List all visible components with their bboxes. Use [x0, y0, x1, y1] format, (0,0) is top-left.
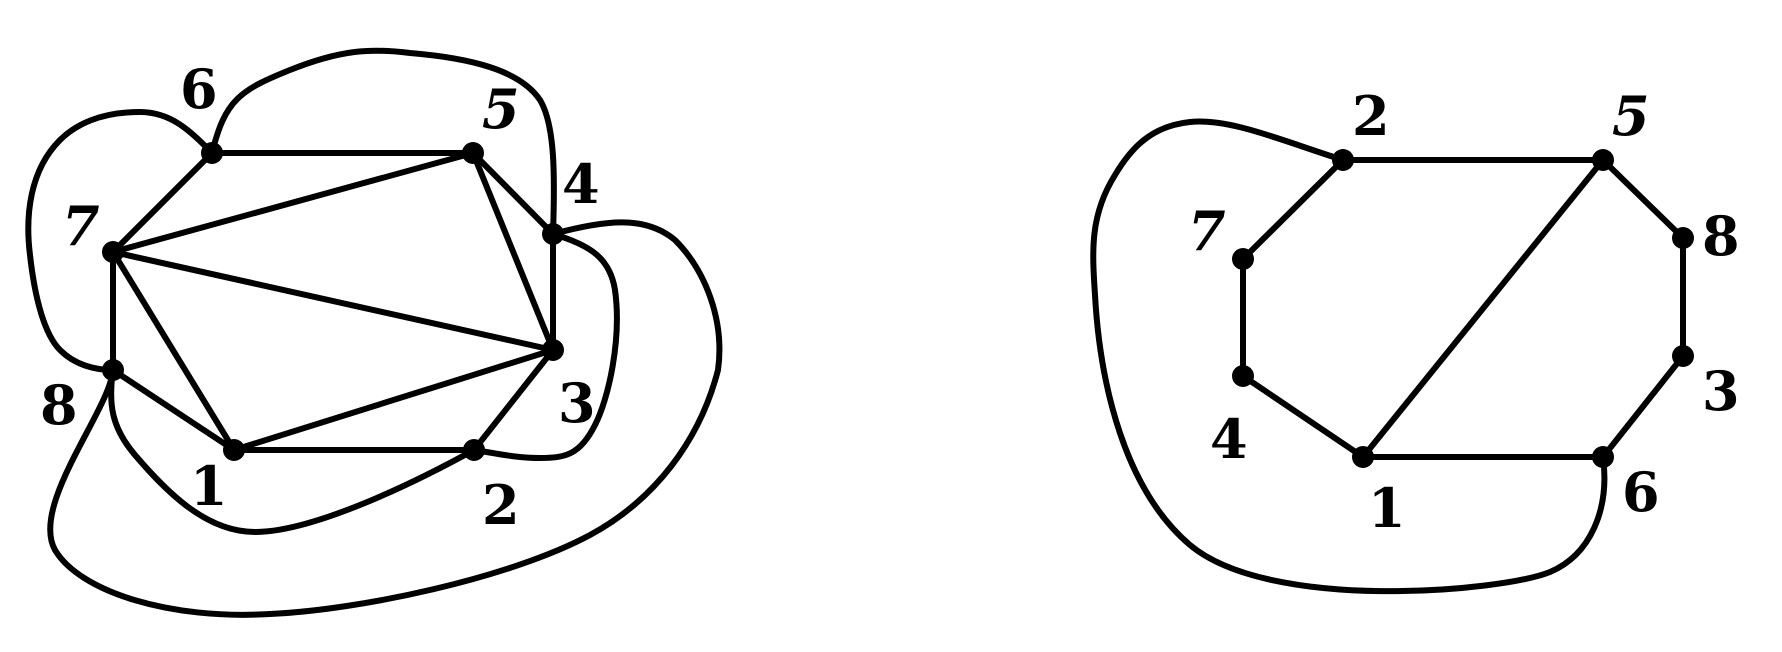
left-edge-7-1 — [110, 249, 237, 453]
left-edge-5-4 — [470, 150, 556, 237]
right-curve-2-6-outer — [1090, 118, 1608, 595]
left-curve-7-6-loop — [25, 109, 215, 373]
right-edge-2-7 — [1240, 157, 1346, 262]
right-vertex-8 — [1672, 227, 1694, 249]
right-vertex-2 — [1332, 149, 1354, 171]
left-vertex-2 — [463, 439, 485, 461]
left-edge-5-7 — [110, 150, 476, 255]
right-label-3: 3 — [1702, 359, 1740, 423]
left-edge-6-7 — [110, 150, 215, 255]
right-label-2: 2 — [1352, 84, 1390, 148]
right-label-1: 1 — [1368, 476, 1406, 540]
left-edge-5-3 — [470, 150, 556, 353]
right-vertex-5 — [1592, 149, 1614, 171]
right-label-5: 5 — [1612, 84, 1650, 148]
left-curve-8-2-bottom — [108, 367, 477, 535]
left-label-3: 3 — [558, 371, 596, 435]
left-vertex-7 — [102, 241, 124, 263]
right-vertex-3 — [1672, 345, 1694, 367]
left-label-4: 4 — [562, 152, 600, 216]
left-label-8: 8 — [40, 373, 78, 437]
left-vertex-5 — [462, 142, 484, 164]
right-label-8: 8 — [1702, 204, 1740, 268]
right-vertex-4 — [1232, 365, 1254, 387]
left-edge-2-3 — [471, 347, 556, 453]
right-label-6: 6 — [1622, 460, 1660, 524]
left-edge-7-3 — [110, 249, 556, 353]
left-vertex-3 — [542, 339, 564, 361]
left-label-1: 1 — [190, 454, 228, 518]
left-vertex-4 — [542, 223, 564, 245]
right-vertex-7 — [1232, 248, 1254, 270]
right-vertex-6 — [1592, 446, 1614, 468]
right-vertex-1 — [1352, 446, 1374, 468]
left-curve-4-8-outer — [47, 219, 723, 618]
left-curve-6-4-top — [209, 47, 557, 237]
right-edge-4-1 — [1240, 373, 1366, 460]
left-label-6: 6 — [180, 57, 218, 121]
left-edge-8-1 — [110, 367, 237, 453]
left-vertex-8 — [102, 359, 124, 381]
right-edge-3-6 — [1600, 353, 1686, 460]
right-label-4: 4 — [1210, 407, 1248, 471]
right-edge-1-5 — [1360, 157, 1606, 460]
left-label-2: 2 — [482, 473, 520, 537]
right-edge-5-8 — [1600, 157, 1686, 241]
left-label-5: 5 — [482, 77, 520, 141]
left-vertex-1 — [223, 439, 245, 461]
left-edge-1-3 — [231, 347, 556, 453]
left-graph: 6 5 4 7 3 8 1 2 — [25, 47, 723, 618]
left-label-7: 7 — [62, 194, 100, 258]
right-label-7: 7 — [1188, 199, 1226, 263]
right-graph: 2 5 8 7 3 4 1 6 — [1090, 84, 1740, 595]
left-vertex-6 — [201, 142, 223, 164]
left-curve-4-2-right — [471, 231, 620, 461]
